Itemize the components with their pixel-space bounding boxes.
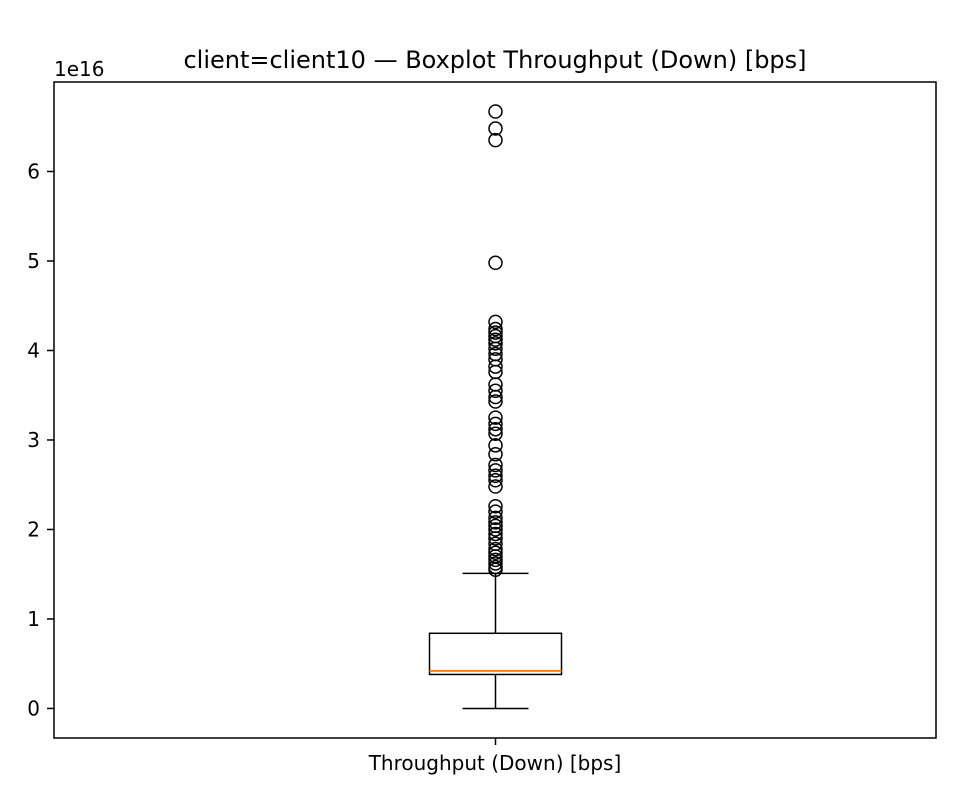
outlier-point [488,328,503,344]
outlier-point [488,447,503,462]
x-tick-label: Throughput (Down) [bps] [368,751,622,775]
outlier-point [488,416,503,432]
outlier-point [488,346,503,362]
outlier-point [488,559,503,575]
y-axis-offset-label: 1e16 [54,57,104,81]
outlier-point [488,473,503,488]
iqr-box [428,632,563,676]
outlier-point [488,426,503,441]
outlier-point [488,410,503,425]
plot-frame [53,81,937,739]
outlier-point [488,515,503,530]
plot-area: 0 1 2 3 4 5 6 [27,81,937,745]
outlier-point [488,522,503,537]
outlier-point [488,556,503,571]
outlier-point [488,325,503,340]
outlier-point [488,504,503,519]
y-tick-label: 5 [27,249,40,273]
outlier-point [488,421,503,437]
outlier-point [488,132,503,148]
outlier-point [488,552,503,568]
outlier-point [488,104,503,119]
y-tick-label: 0 [27,696,40,720]
outlier-point [488,518,503,534]
outlier-point [488,321,503,337]
outlier-point [488,394,503,409]
outlier-point [488,438,503,453]
y-tick-label: 6 [27,159,40,183]
outlier-point [488,314,503,330]
outlier-point [488,457,503,473]
outlier-point [488,121,503,136]
y-tick-label: 3 [27,428,40,452]
outlier-point [488,498,503,514]
outlier-point [488,255,503,271]
outlier-point [488,463,503,478]
outlier-point [488,510,503,526]
outlier-point [488,541,503,557]
outlier-point [488,352,503,367]
outlier-point [488,526,503,542]
outlier-point [488,468,503,484]
outlier-point [488,332,503,347]
y-tick-label: 1 [27,607,40,631]
outlier-point [488,545,503,560]
outlier-point [488,536,503,552]
outlier-point [488,479,503,494]
chart-title: client=client10 — Boxplot Throughput (Do… [183,46,806,74]
y-tick-label: 2 [27,517,40,541]
outlier-point [488,383,503,399]
y-tick-label: 4 [27,338,40,362]
outlier-point [488,336,503,351]
